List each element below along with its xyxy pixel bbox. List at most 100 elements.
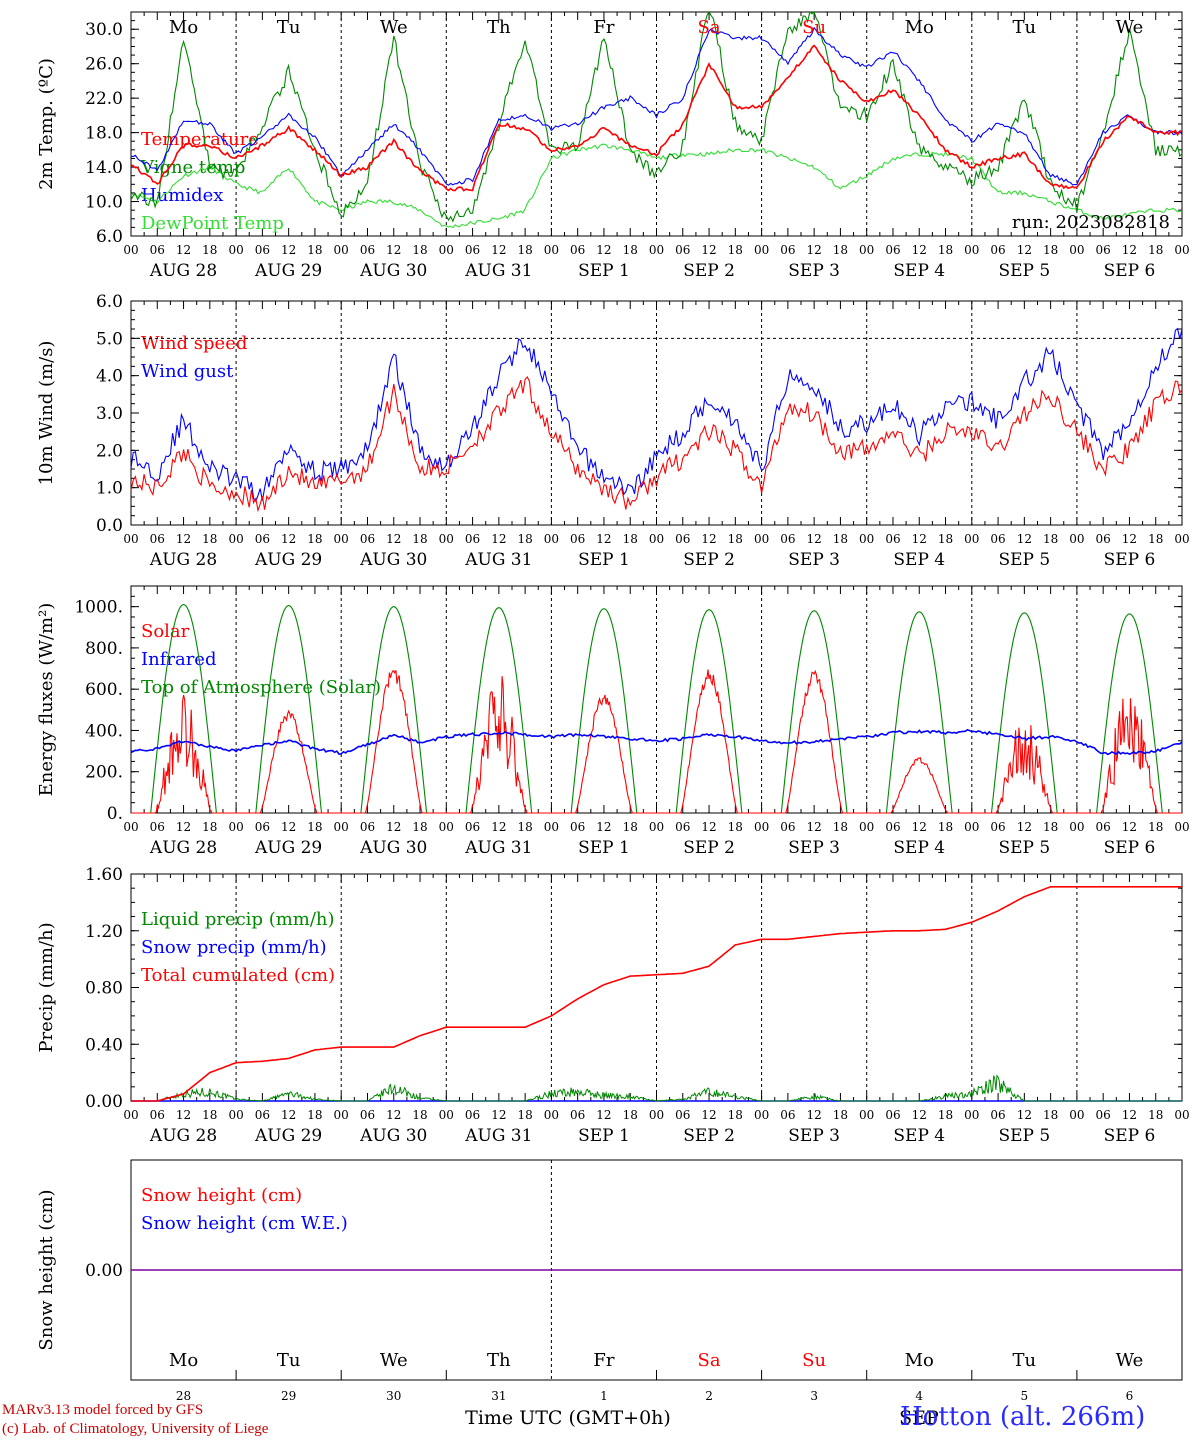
hour-tick-label: 18 bbox=[1043, 243, 1058, 257]
hour-tick-label: 00 bbox=[859, 820, 874, 834]
hour-tick-label: 00 bbox=[649, 532, 664, 546]
legend-entry: Wind speed bbox=[141, 333, 247, 354]
legend-entry: Infrared bbox=[141, 649, 216, 670]
y-tick-label: 26.0 bbox=[85, 55, 123, 75]
y-tick-label: 0.80 bbox=[85, 979, 123, 999]
panel-1: 00 06 12 18 00 06 12 18 00 06 12 18 00 06 12 18 00 06 12 18… bbox=[36, 11, 1190, 281]
run-label: run: 2023082818 bbox=[1012, 212, 1170, 233]
legend-entry: Wind gust bbox=[141, 361, 234, 382]
hour-tick-label: 00 bbox=[123, 532, 138, 546]
hour-tick-label: 12 bbox=[1122, 820, 1137, 834]
hour-tick-label: 12 bbox=[1017, 820, 1032, 834]
hour-tick-label: 12 bbox=[1017, 243, 1032, 257]
hour-tick-label: 06 bbox=[990, 1108, 1005, 1122]
hour-tick-label: 12 bbox=[912, 532, 927, 546]
date-label: SEP 1 bbox=[578, 550, 630, 570]
hour-tick-label: 12 bbox=[701, 1108, 716, 1122]
y-tick-label: 1.60 bbox=[85, 865, 123, 885]
hour-tick-label: 00 bbox=[228, 243, 243, 257]
hour-tick-label: 18 bbox=[1148, 243, 1163, 257]
hour-tick-label: 00 bbox=[439, 820, 454, 834]
plot-frame bbox=[130, 11, 1183, 237]
date-label: SEP 6 bbox=[1104, 1126, 1156, 1146]
hour-tick-label: 00 bbox=[334, 1108, 349, 1122]
series-solar bbox=[131, 669, 1182, 814]
legend-entry: Snow precip (mm/h) bbox=[141, 937, 327, 958]
day-name: Tu bbox=[277, 1350, 301, 1371]
legend-entry: Humidex bbox=[141, 185, 223, 206]
hour-tick-label: 12 bbox=[491, 243, 506, 257]
hour-tick-label: 06 bbox=[780, 820, 795, 834]
date-label: AUG 30 bbox=[359, 838, 427, 858]
hour-tick-label: 18 bbox=[938, 1108, 953, 1122]
y-axis-label: Precip (mm/h) bbox=[36, 922, 57, 1052]
hour-tick-label: 18 bbox=[623, 1108, 638, 1122]
hour-tick-label: 06 bbox=[990, 532, 1005, 546]
day-name: Mo bbox=[169, 17, 198, 38]
hour-tick-label: 12 bbox=[596, 243, 611, 257]
hour-tick-label: 06 bbox=[570, 532, 585, 546]
y-tick-label: 0.40 bbox=[85, 1035, 123, 1055]
y-tick-label: 6.0 bbox=[96, 227, 123, 247]
hour-tick-label: 00 bbox=[1069, 1108, 1084, 1122]
date-label: SEP 2 bbox=[683, 550, 735, 570]
series-wind-gust bbox=[130, 327, 1183, 503]
date-label: AUG 30 bbox=[359, 550, 427, 570]
hour-tick-label: 00 bbox=[1069, 532, 1084, 546]
date-label: SEP 2 bbox=[683, 1126, 735, 1146]
legend-entry: Vigne temp bbox=[140, 157, 245, 178]
date-label: AUG 29 bbox=[254, 550, 322, 570]
y-tick-label: 5.0 bbox=[96, 329, 123, 349]
hour-tick-label: 18 bbox=[728, 1108, 743, 1122]
hour-tick-label: 06 bbox=[465, 532, 480, 546]
date-label: SEP 5 bbox=[998, 1126, 1050, 1146]
hour-tick-label: 00 bbox=[439, 1108, 454, 1122]
hour-tick-label: 00 bbox=[439, 243, 454, 257]
day-name: We bbox=[1116, 1350, 1144, 1371]
hour-tick-label: 18 bbox=[1148, 820, 1163, 834]
hour-tick-label: 12 bbox=[912, 820, 927, 834]
date-label: SEP 3 bbox=[788, 1126, 840, 1146]
legend-entry: DewPoint Temp bbox=[141, 213, 284, 234]
date-label: SEP 4 bbox=[893, 550, 945, 570]
day-number: 1 bbox=[600, 1389, 608, 1403]
hour-tick-label: 06 bbox=[885, 243, 900, 257]
hour-tick-label: 18 bbox=[728, 532, 743, 546]
y-tick-label: 0.00 bbox=[85, 1261, 123, 1281]
hour-tick-label: 18 bbox=[938, 243, 953, 257]
hour-tick-label: 06 bbox=[1096, 532, 1111, 546]
hour-tick-label: 00 bbox=[754, 820, 769, 834]
hour-tick-label: 06 bbox=[150, 243, 165, 257]
date-label: AUG 31 bbox=[464, 550, 532, 570]
hour-tick-label: 00 bbox=[964, 1108, 979, 1122]
date-label: AUG 31 bbox=[464, 261, 532, 281]
y-axis-label: 2m Temp. (ºC) bbox=[36, 58, 57, 190]
date-label: AUG 28 bbox=[149, 1126, 217, 1146]
hour-tick-label: 12 bbox=[281, 243, 296, 257]
date-label: AUG 29 bbox=[254, 838, 322, 858]
hour-tick-label: 00 bbox=[123, 243, 138, 257]
hour-tick-label: 00 bbox=[1174, 243, 1189, 257]
day-name: Tu bbox=[1013, 1350, 1037, 1371]
hour-tick-label: 18 bbox=[1043, 1108, 1058, 1122]
date-label: SEP 5 bbox=[998, 261, 1050, 281]
hour-tick-label: 18 bbox=[1043, 820, 1058, 834]
hour-tick-label: 18 bbox=[938, 820, 953, 834]
hour-tick-label: 00 bbox=[964, 243, 979, 257]
hour-tick-label: 00 bbox=[649, 1108, 664, 1122]
date-label: SEP 5 bbox=[998, 838, 1050, 858]
hour-tick-label: 00 bbox=[859, 1108, 874, 1122]
hour-tick-label: 06 bbox=[570, 820, 585, 834]
hour-tick-label: 00 bbox=[1069, 243, 1084, 257]
hour-tick-label: 00 bbox=[964, 532, 979, 546]
hour-tick-label: 18 bbox=[412, 820, 427, 834]
date-label: SEP 6 bbox=[1104, 550, 1156, 570]
date-label: SEP 6 bbox=[1104, 838, 1156, 858]
date-label: SEP 1 bbox=[578, 261, 630, 281]
series-vigne-temp bbox=[130, 10, 1183, 223]
hour-tick-label: 12 bbox=[281, 532, 296, 546]
day-name: Fr bbox=[593, 1350, 614, 1371]
hour-tick-label: 18 bbox=[938, 532, 953, 546]
hour-tick-label: 18 bbox=[623, 243, 638, 257]
hour-tick-label: 06 bbox=[150, 820, 165, 834]
